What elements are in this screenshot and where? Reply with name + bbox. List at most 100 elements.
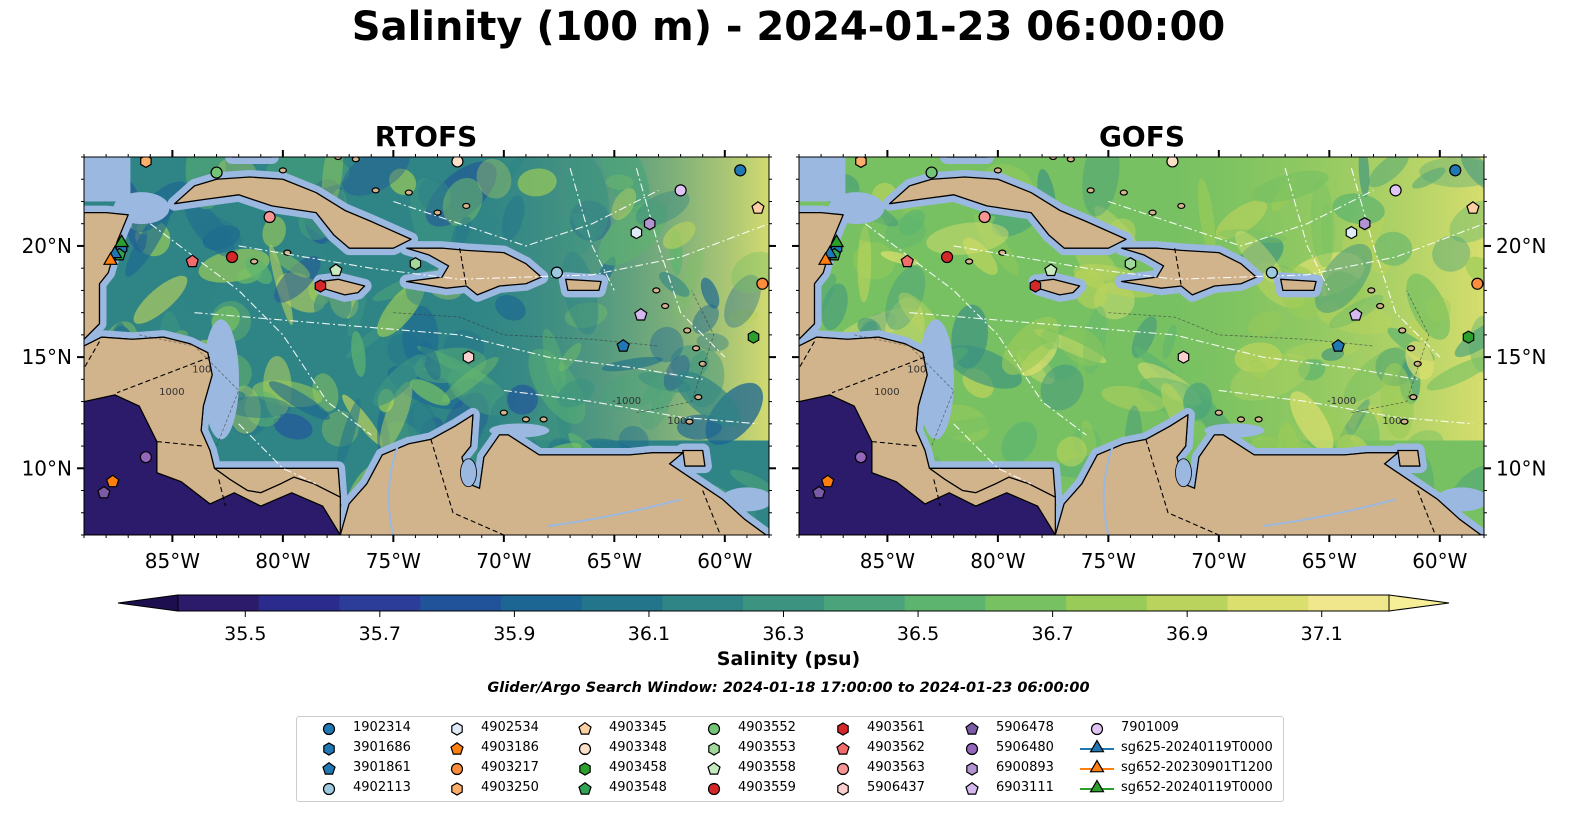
lon-tick-label: 65°W	[1302, 549, 1357, 573]
lon-tick-label: 65°W	[587, 549, 642, 573]
legend-label: 4903563	[867, 760, 925, 775]
central-america-land	[799, 336, 1056, 535]
lon-tick-label: 75°W	[366, 549, 421, 573]
land-polygon	[1397, 449, 1421, 467]
marker-7901009	[674, 184, 687, 197]
legend-marker-4903348	[578, 742, 592, 756]
contour-label: 100	[192, 365, 211, 376]
colorbar-tick-label: 36.1	[628, 623, 670, 645]
marker-1902314	[1449, 164, 1462, 177]
map-frame	[798, 156, 1485, 536]
marker-3901861	[1331, 338, 1345, 352]
legend-marker-6900893	[966, 762, 978, 776]
legend-label: sg652-20230901T1200	[1121, 760, 1273, 775]
colorbar-tick-label: 36.5	[897, 623, 939, 645]
land-polygon	[682, 449, 706, 467]
marker-4903559	[225, 250, 239, 264]
legend-marker-5906437	[837, 782, 849, 796]
marker-5906437	[462, 350, 475, 364]
legend-label: 4903217	[481, 760, 539, 775]
figure-title: Salinity (100 m) - 2024-01-23 06:00:00	[351, 4, 1226, 50]
colorbar-segment	[904, 595, 986, 611]
lat-tick-label: 10°N	[1496, 456, 1546, 480]
legend-label: 4903250	[481, 780, 539, 795]
land-polygon	[1280, 278, 1317, 292]
marker-sg652-20230901T1200	[817, 251, 834, 265]
colorbar-segment	[985, 595, 1067, 611]
legend-marker-4903561	[837, 722, 849, 736]
map-panel-gofs: 100 1000 100 -1000 85°W 80°W 75°W 70°W 65°W 60°W 1…	[792, 150, 1546, 573]
land-polygon	[888, 176, 1127, 249]
colorbar-segment	[1066, 595, 1148, 611]
land-polygon	[405, 247, 543, 296]
legend-label: 4903458	[609, 760, 667, 775]
marker-4903558	[1044, 263, 1058, 277]
marker-4903217	[1471, 277, 1484, 290]
colorbar-segment	[500, 595, 583, 611]
lon-tick-label: 60°W	[1412, 549, 1467, 573]
legend-marker-4903458	[579, 762, 591, 776]
land-polygon	[799, 211, 844, 340]
colorbar-segment	[1146, 595, 1229, 611]
legend-marker-4903558	[707, 761, 721, 775]
legend-marker-sg652-20240119T0000	[1089, 779, 1105, 793]
legend-marker-4903552	[707, 722, 721, 736]
legend-marker-4903548	[578, 781, 592, 795]
colorbar-tick-label: 36.3	[762, 623, 804, 645]
marker-1902314	[734, 164, 747, 177]
lon-tick-label: 70°W	[1191, 549, 1246, 573]
marker-4903348	[451, 157, 464, 168]
colorbar: 35.5 35.7 35.9 36.1 36.3 36.5 36.7 36.9 37.1	[117, 594, 1450, 645]
colorbar-segment	[1308, 595, 1390, 611]
map-panel-rtofs: 100 1000 100 -1000 85°W 80°W 75°W 70°W 65°W 60°W 1…	[22, 150, 776, 573]
marker-4903458	[747, 330, 760, 344]
lon-tick-label: 60°W	[697, 549, 752, 573]
central-america-land	[84, 336, 341, 535]
marker-6903111	[1349, 307, 1363, 321]
marker-4903558	[329, 263, 343, 277]
land-polygon	[946, 157, 988, 158]
marker-4903345	[751, 201, 765, 214]
colorbar-tick-label: 36.7	[1031, 623, 1073, 645]
colorbar-segment	[420, 595, 502, 611]
marker-4903563	[978, 210, 991, 224]
marker-5906437	[1177, 350, 1190, 364]
land-polygon	[1120, 247, 1258, 296]
colorbar-segment	[178, 595, 260, 611]
legend-label: 4903561	[867, 720, 925, 735]
marker-4903561	[314, 279, 327, 293]
marker-4903217	[756, 277, 769, 290]
colorbar-extend-min	[117, 594, 179, 612]
lat-tick-label: 20°N	[22, 234, 72, 258]
legend-marker-4903559	[707, 782, 721, 796]
legend-marker-sg625-20240119T0000	[1089, 739, 1105, 753]
legend-label: 5906480	[996, 740, 1054, 755]
legend-marker-3901861	[322, 761, 336, 775]
colorbar-segment	[1227, 595, 1309, 611]
lon-tick-label: 70°W	[476, 549, 531, 573]
colorbar-tick-label: 35.5	[224, 623, 266, 645]
contour-label: 1000	[874, 387, 899, 398]
lon-tick-label: 85°W	[145, 549, 200, 573]
marker-5906478	[97, 485, 111, 499]
contour-label: 100	[1382, 416, 1401, 427]
lat-tick-label: 15°N	[1496, 345, 1546, 369]
legend-marker-4903217	[450, 762, 464, 776]
marker-6900893	[643, 217, 656, 231]
marker-7901009	[1389, 184, 1402, 197]
marker-6903111	[634, 307, 648, 321]
marker-4903250	[140, 157, 152, 169]
marker-4903458	[1462, 330, 1475, 344]
marker-5906480	[139, 451, 152, 464]
marker-4902113	[550, 266, 563, 279]
marker-3901861	[616, 338, 630, 352]
colorbar-label: Salinity (psu)	[716, 648, 861, 670]
marker-legend: 1902314 3901686 3901861 4902113 4902534 49031…	[296, 716, 1284, 802]
marker-5906478	[812, 485, 826, 499]
lat-tick-label: 20°N	[1496, 234, 1546, 258]
map-frame	[83, 156, 770, 536]
marker-sg652-20230901T1200	[102, 251, 119, 265]
legend-label: 4903559	[738, 780, 796, 795]
legend-marker-4902113	[322, 782, 336, 796]
